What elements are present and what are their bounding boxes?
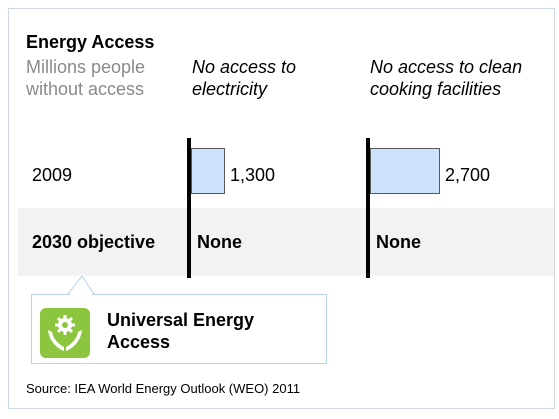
column-header-cooking: No access to clean cooking facilities	[370, 57, 523, 99]
bar-cooking-2009	[370, 148, 440, 194]
callout-pointer	[68, 276, 95, 295]
callout-text-line2: Access	[107, 332, 171, 352]
bar-electricity-2009	[191, 148, 225, 194]
chart-subtitle: Millions people without access	[26, 57, 146, 99]
column-header-electricity: No access to electricity	[192, 57, 297, 99]
axis-line-cooking	[366, 138, 370, 278]
row-label-2009: 2009	[32, 165, 73, 185]
chart-title: Energy Access	[26, 32, 155, 52]
value-label-cooking-2030: None	[376, 232, 421, 252]
objective-row-band	[18, 208, 554, 276]
value-label-cooking-2009: 2,700	[445, 165, 491, 185]
row-label-2030: 2030 objective	[32, 232, 156, 252]
value-label-electricity-2009: 1,300	[230, 165, 276, 185]
gear-hands-icon	[40, 308, 90, 358]
callout-text: Universal Energy Access	[107, 309, 254, 353]
source-note: Source: IEA World Energy Outlook (WEO) 2…	[26, 381, 301, 396]
chart-frame	[8, 8, 555, 409]
callout-text-line1: Universal Energy	[107, 310, 255, 330]
axis-line-electricity	[187, 138, 191, 278]
value-label-electricity-2030: None	[197, 232, 242, 252]
